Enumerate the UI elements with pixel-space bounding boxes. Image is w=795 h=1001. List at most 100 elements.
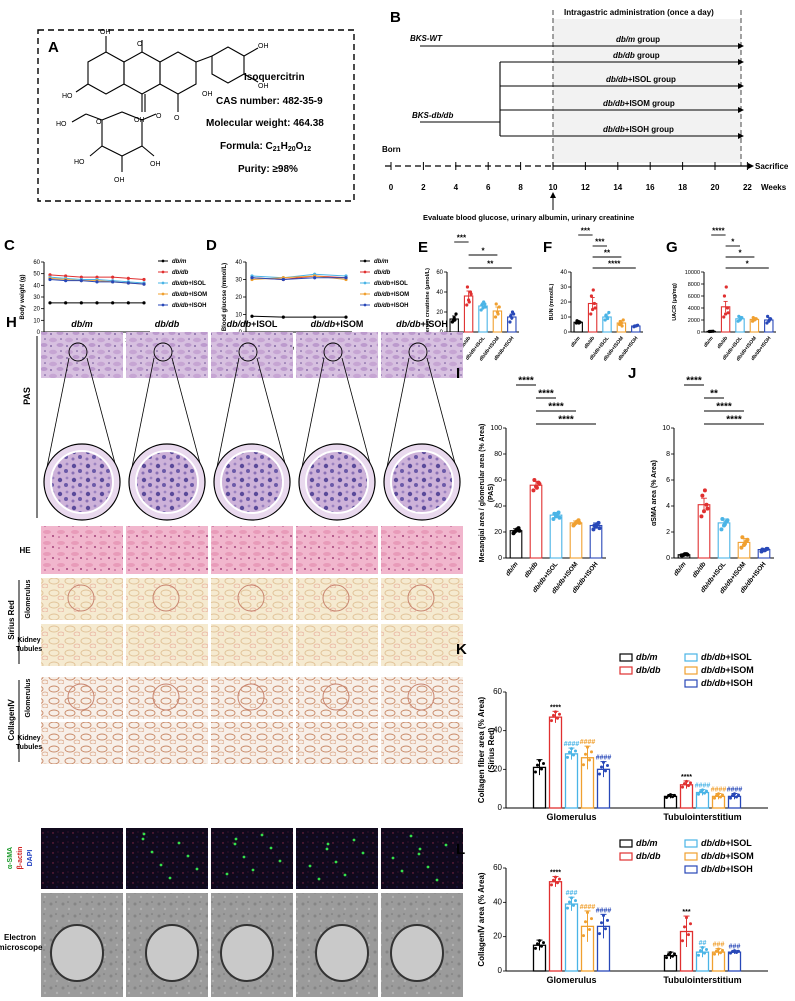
legend-c-label: db/db+ISOH: [172, 303, 207, 309]
panel-label-c: C: [4, 237, 15, 254]
legend-d-marker: [363, 303, 367, 307]
y-axis-label: Body weight (g): [20, 275, 26, 320]
data-point-1: [704, 502, 709, 507]
legend-it: db/m: [636, 838, 658, 848]
y-axis-label: αSMA area (% Area): [651, 460, 658, 526]
y-axis-label-2: (PAS): [488, 484, 495, 503]
purity: Purity: ≥98%: [238, 164, 298, 175]
data-point-1: [534, 485, 539, 490]
panel-label-g: G: [666, 239, 678, 256]
panel-label-e: E: [418, 239, 428, 256]
capillary-lumen: [50, 924, 104, 982]
significance-label-3: ****: [726, 415, 742, 426]
category-label-1-it: db/db: [523, 561, 539, 579]
significance-label-2: ****: [548, 402, 564, 413]
group-label-1: Tubulointerstitium: [663, 975, 741, 985]
category-label-1: db/db: [691, 561, 707, 579]
category-label-3-rest: +ISOM: [729, 561, 747, 581]
significance-label-0-1: ****: [550, 870, 561, 877]
category-label-1: db/db: [716, 336, 729, 350]
week-label: 8: [518, 183, 523, 192]
micrograph-he-3: [296, 526, 378, 574]
significance-label-0-4: ####: [596, 755, 612, 762]
y-tick-label: 0: [498, 966, 503, 975]
micrograph-sirius-tubules-2: [211, 624, 293, 666]
y-tick-label: 40: [494, 503, 502, 510]
asma-signal: [343, 873, 347, 877]
asma-signal: [177, 841, 181, 845]
micrograph-sirius-tubules-1: [126, 624, 208, 666]
zoom-glomerulus: [220, 450, 284, 514]
week-label: 10: [549, 183, 558, 192]
legend-l-label: db/db: [636, 851, 661, 861]
legend-d-label: db/m: [374, 259, 389, 265]
group-label-1: db/db group: [613, 51, 660, 60]
data-point-2: [483, 305, 488, 309]
data-point-4: [510, 310, 515, 314]
legend-l-swatch: [619, 852, 633, 861]
micrograph-pas-0: [41, 332, 123, 378]
category-label-2-rest: +ISOL: [730, 336, 744, 351]
legend-it: db/db: [172, 270, 189, 276]
y-tick-label: 80: [494, 451, 502, 458]
born-label: Born: [382, 145, 401, 154]
data-point-0: [577, 321, 581, 325]
glomerulus-outline: [322, 584, 350, 612]
y-tick-label: 0: [666, 555, 670, 562]
legend-l-swatch: [619, 839, 633, 848]
row-label-collagen-glomerulus: Glomerulus: [25, 678, 32, 717]
asma-signal: [409, 834, 413, 838]
data-point-0-2: [568, 900, 571, 904]
asma-signal: [308, 864, 312, 868]
legend-it: db/db: [701, 838, 726, 848]
series-line-4: [251, 277, 346, 281]
zoom-source-circle: [323, 342, 343, 362]
asma-signal: [426, 865, 430, 869]
y-tick-label: 30: [33, 295, 40, 301]
micrograph-pas-3: [296, 332, 378, 378]
bar-0: [509, 530, 523, 559]
legend-d-marker: [363, 292, 367, 296]
y-tick-label: 8: [666, 451, 670, 458]
legend-it: db/db: [374, 281, 391, 287]
data-point-1-0: [671, 954, 674, 958]
bar-3: [569, 522, 583, 559]
category-label-0-it: db/m: [672, 561, 687, 578]
micrograph-immunofluorescence-1: [126, 828, 208, 889]
asma-signal: [251, 868, 255, 872]
legend-k-swatch: [684, 679, 698, 688]
bar-2: [549, 514, 563, 559]
data-point-2: [606, 316, 610, 321]
y-tick-label: 20: [235, 295, 242, 301]
axis-arrowhead: [748, 163, 754, 169]
panel-label-k: K: [456, 641, 467, 658]
row-label-collagen-tubules: Tubules: [16, 744, 42, 751]
category-label-0: db/m: [672, 561, 687, 578]
y-axis-label: Mesangial area / glomerular area (% Area…: [479, 424, 486, 563]
legend-it: db/db: [701, 678, 726, 688]
legend-rest: +ISOH: [188, 303, 206, 309]
asma-signal: [417, 852, 421, 856]
data-point-0-0: [534, 770, 537, 774]
data-point-4: [767, 318, 772, 322]
micrograph-he-0: [41, 526, 123, 574]
data-point-0-0: [536, 763, 539, 767]
micrograph-sirius-tubules-3: [296, 624, 378, 666]
data-point-0-1: [554, 710, 557, 714]
y-tick-label: 0: [564, 330, 568, 336]
data-point-1: [591, 307, 595, 312]
data-point-0: [454, 312, 458, 316]
week-label: 14: [613, 183, 622, 192]
legend-c-marker: [161, 303, 165, 307]
y-tick-label: 0: [697, 330, 700, 336]
y-tick-label: 6: [666, 477, 670, 484]
atom-oh-5: OH: [150, 161, 161, 168]
legend-rest: +ISOL: [726, 652, 753, 662]
data-point-2: [725, 518, 730, 523]
significance-label-0-4: ####: [596, 907, 612, 914]
data-point-3: [497, 305, 501, 309]
data-point-0-1: [558, 712, 561, 716]
legend-k-label: db/db+ISOH: [701, 678, 753, 688]
